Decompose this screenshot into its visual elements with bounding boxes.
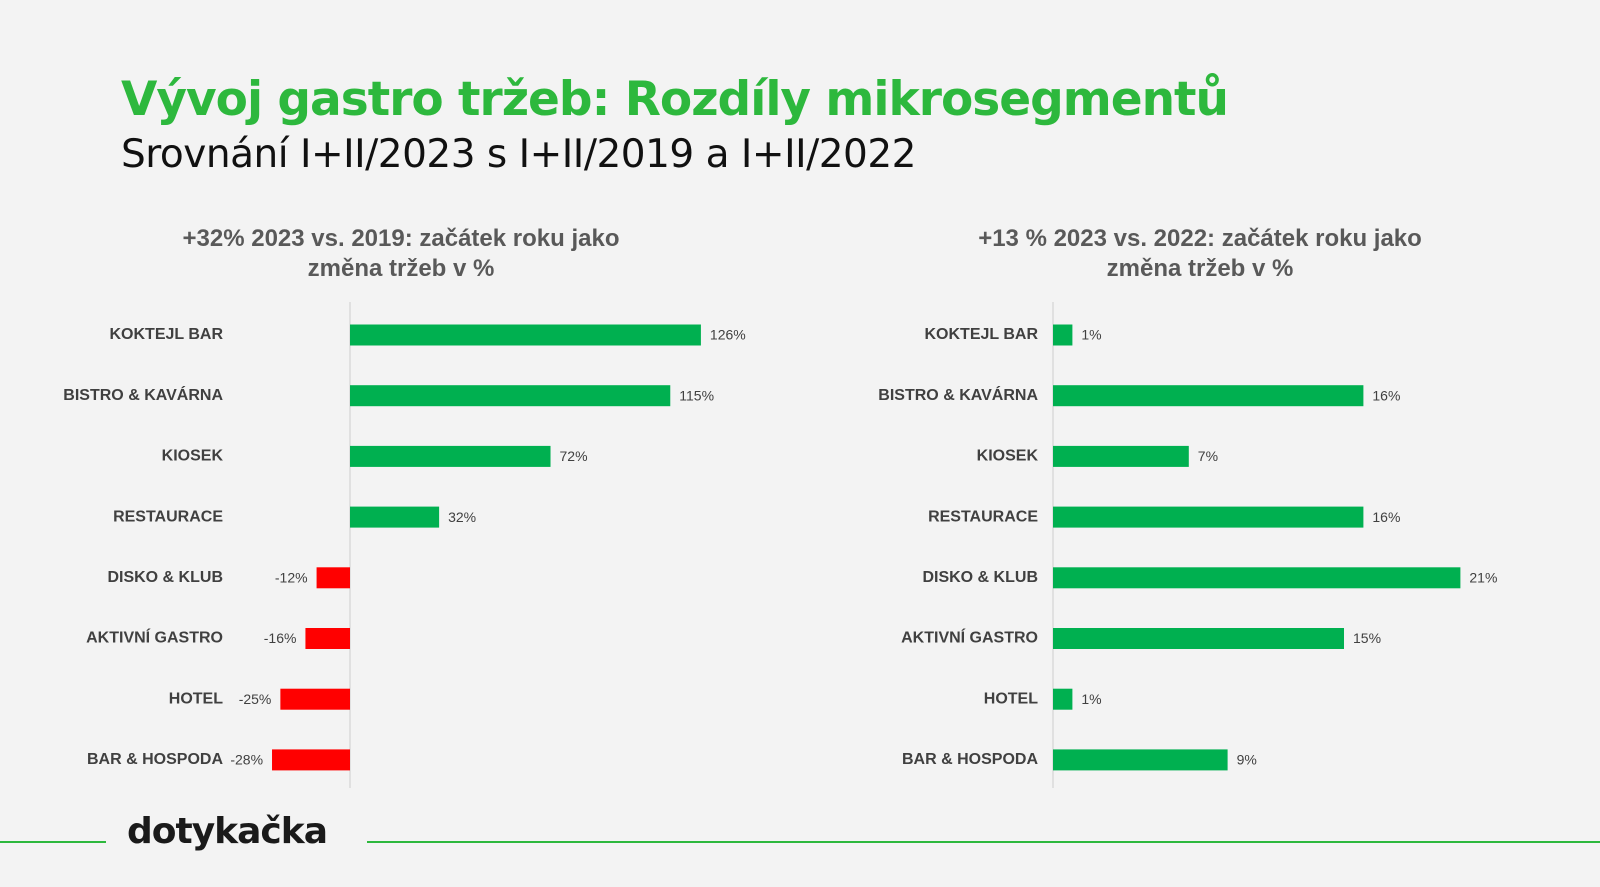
chart-left-category-label: BAR & HOSPODA (87, 751, 223, 768)
dotykacka-logo: dotykačka (127, 811, 328, 852)
chart-right-category-label: HOTEL (984, 690, 1038, 707)
chart-left-category-label: AKTIVNÍ GASTRO (86, 628, 223, 647)
chart-right-value-label: 16% (1372, 387, 1400, 403)
chart-right-category-label: RESTAURACE (928, 508, 1038, 525)
chart-left-value-label: 115% (679, 387, 714, 403)
chart-right-value-label: 15% (1353, 630, 1381, 646)
chart-title-right: +13 % 2023 vs. 2022: začátek roku jako z… (920, 224, 1480, 284)
chart-title-right-line-2: změna tržeb v % (1106, 255, 1294, 282)
footer-line-right (367, 841, 1600, 843)
chart-left-value-label: 126% (710, 327, 746, 343)
chart-right-bar (1053, 385, 1364, 407)
chart-right-bar (1053, 628, 1344, 649)
chart-title-right-line-1: +13 % 2023 vs. 2022: začátek roku jako (978, 225, 1422, 252)
chart-right-bar (1053, 445, 1189, 467)
chart-left-category-label: RESTAURACE (113, 508, 223, 525)
chart-right-value-label: 7% (1198, 448, 1218, 464)
chart-left-category-label: DISKO & KLUB (107, 569, 223, 586)
chart-left-bar (350, 324, 701, 346)
chart-left-bar (305, 628, 350, 649)
chart-left-value-label: -12% (275, 570, 308, 586)
page-title: Vývoj gastro tržeb: Rozdíly mikrosegment… (121, 72, 1229, 127)
chart-left-value-label: -16% (264, 630, 297, 646)
chart-left-bar (316, 567, 350, 589)
chart-right-value-label: 16% (1372, 509, 1400, 525)
chart-left-value-label: -28% (230, 752, 263, 768)
chart-left-category-label: BISTRO & KAVÁRNA (63, 385, 223, 404)
chart-right-bar (1053, 688, 1073, 710)
chart-right-value-label: 21% (1469, 570, 1497, 586)
chart-right-value-label: 1% (1081, 691, 1101, 707)
chart-left-bar (350, 445, 551, 467)
chart-right-bar (1053, 324, 1073, 346)
chart-left-bar (350, 506, 440, 528)
chart-title-left: +32% 2023 vs. 2019: začátek roku jako zm… (121, 224, 681, 284)
chart-left-value-label: 72% (560, 448, 588, 464)
chart-right-category-label: DISKO & KLUB (922, 569, 1038, 586)
chart-right-bar (1053, 749, 1228, 771)
chart-right-category-label: BAR & HOSPODA (902, 751, 1038, 768)
chart-left-category-label: KIOSEK (162, 448, 224, 465)
chart-right-value-label: 9% (1237, 752, 1257, 768)
chart-right-category-label: BISTRO & KAVÁRNA (878, 385, 1038, 404)
chart-title-left-line-2: změna tržeb v % (307, 255, 495, 282)
chart-title-left-line-1: +32% 2023 vs. 2019: začátek roku jako (182, 225, 620, 252)
chart-left-category-label: HOTEL (169, 690, 223, 707)
chart-right-bar (1053, 506, 1364, 528)
chart-left-bar (272, 749, 350, 771)
chart-right-value-label: 1% (1081, 327, 1101, 343)
chart-left-bar (350, 385, 671, 407)
chart-left-value-label: -25% (239, 691, 272, 707)
chart-right-category-label: AKTIVNÍ GASTRO (901, 628, 1038, 647)
footer-line-left (0, 841, 106, 843)
chart-left-category-label: KOKTEJL BAR (110, 326, 224, 343)
page-subtitle: Srovnání I+II/2023 s I+II/2019 a I+II/20… (121, 132, 916, 177)
chart-left-bar (280, 688, 350, 710)
chart-right-category-label: KIOSEK (977, 448, 1039, 465)
chart-right-category-label: KOKTEJL BAR (925, 326, 1039, 343)
chart-left-value-label: 32% (448, 509, 476, 525)
chart-right-bar (1053, 567, 1461, 589)
